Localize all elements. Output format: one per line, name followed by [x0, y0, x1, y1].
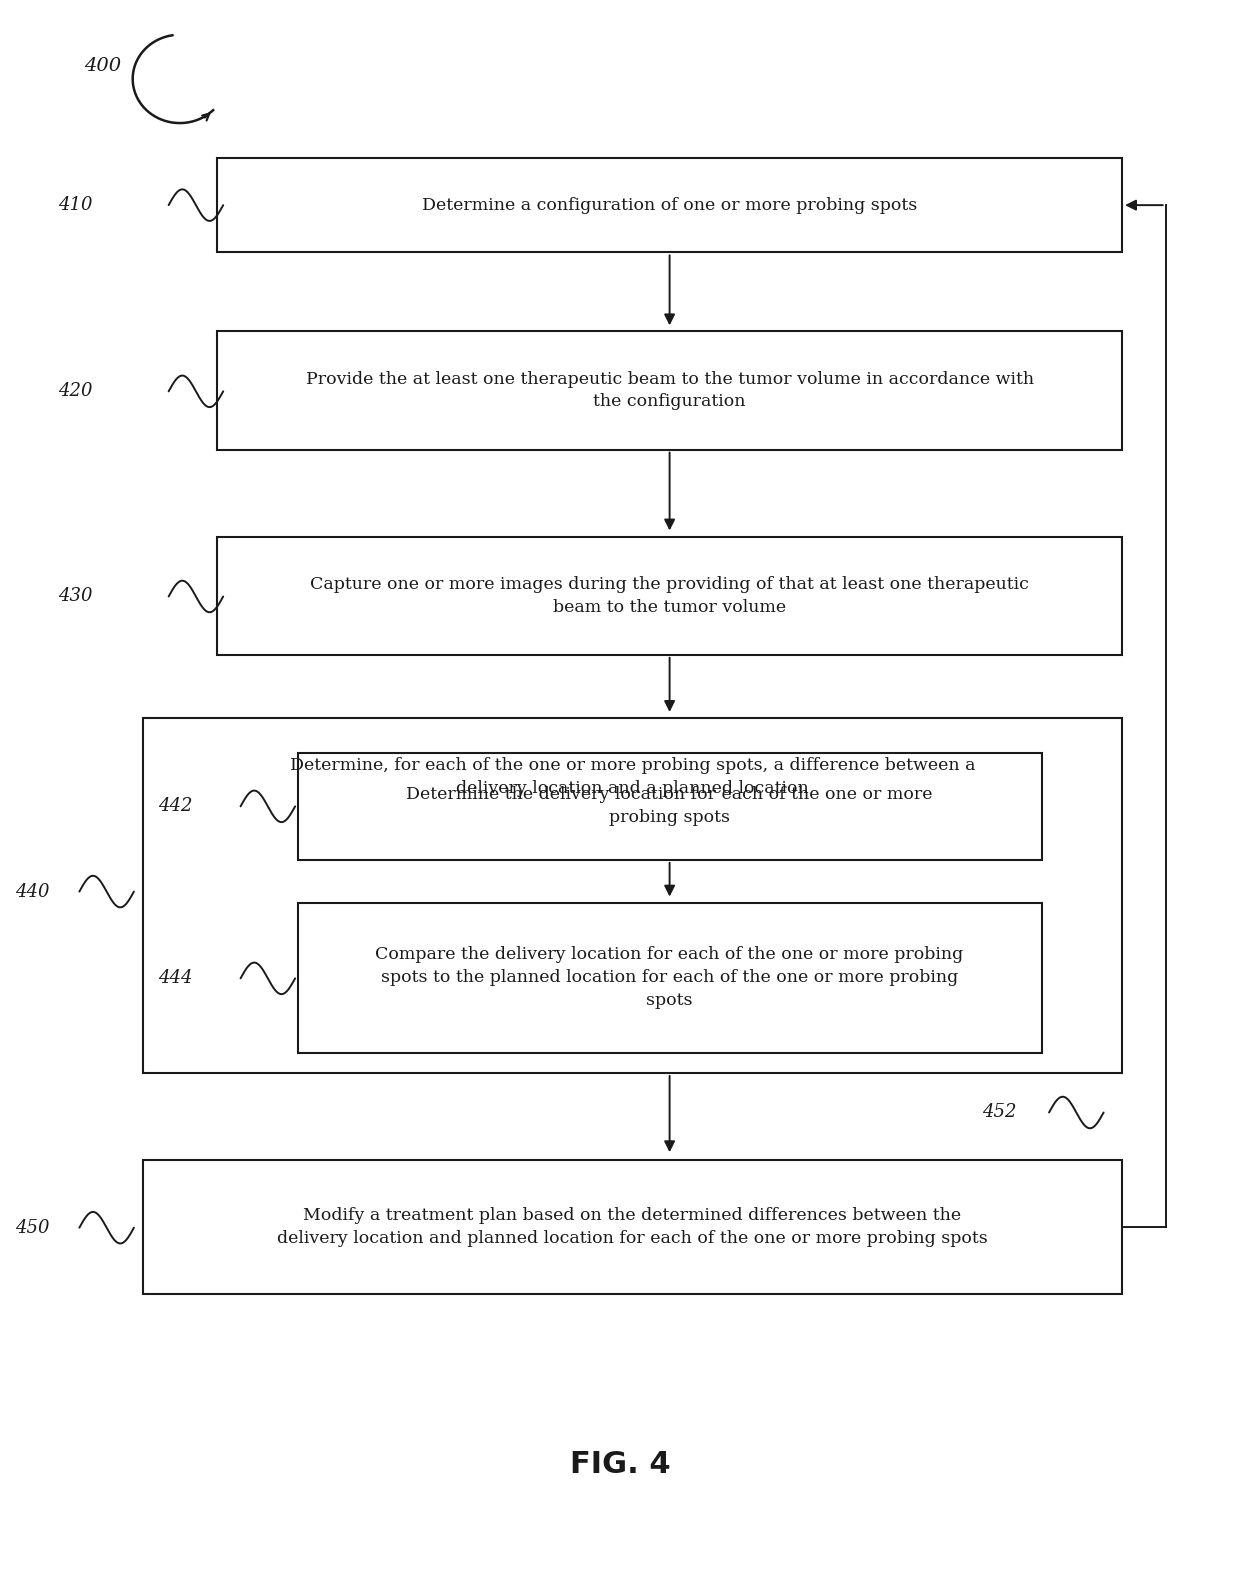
Text: 444: 444	[157, 969, 192, 988]
Text: Modify a treatment plan based on the determined differences between the
delivery: Modify a treatment plan based on the det…	[277, 1207, 988, 1247]
Text: 440: 440	[15, 882, 50, 901]
FancyBboxPatch shape	[217, 331, 1122, 450]
FancyBboxPatch shape	[298, 753, 1042, 860]
FancyBboxPatch shape	[143, 1160, 1122, 1294]
FancyBboxPatch shape	[298, 903, 1042, 1053]
FancyBboxPatch shape	[217, 537, 1122, 655]
Text: 400: 400	[84, 57, 122, 76]
Text: 410: 410	[58, 196, 93, 215]
FancyBboxPatch shape	[217, 158, 1122, 252]
Text: 420: 420	[58, 382, 93, 401]
Text: 442: 442	[157, 797, 192, 816]
Text: 452: 452	[982, 1103, 1017, 1122]
Text: Compare the delivery location for each of the one or more probing
spots to the p: Compare the delivery location for each o…	[376, 947, 963, 1008]
Text: 450: 450	[15, 1218, 50, 1237]
Text: Provide the at least one therapeutic beam to the tumor volume in accordance with: Provide the at least one therapeutic bea…	[305, 371, 1034, 410]
Text: Determine, for each of the one or more probing spots, a difference between a
del: Determine, for each of the one or more p…	[290, 757, 975, 797]
Text: Determine a configuration of one or more probing spots: Determine a configuration of one or more…	[422, 197, 918, 213]
FancyBboxPatch shape	[143, 718, 1122, 1073]
Text: FIG. 4: FIG. 4	[569, 1450, 671, 1479]
Text: Determine the delivery location for each of the one or more
probing spots: Determine the delivery location for each…	[407, 786, 932, 827]
Text: 430: 430	[58, 587, 93, 606]
Text: Capture one or more images during the providing of that at least one therapeutic: Capture one or more images during the pr…	[310, 576, 1029, 615]
